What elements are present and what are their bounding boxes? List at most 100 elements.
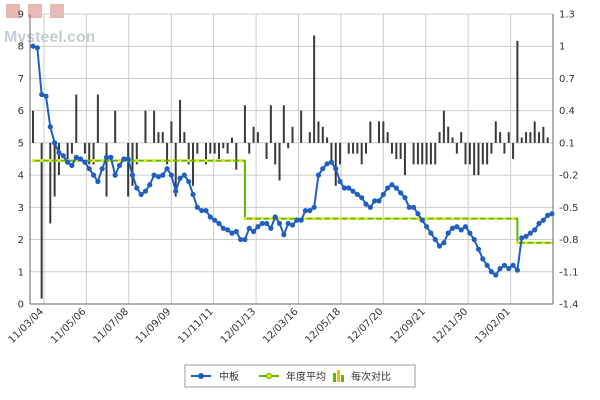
- y-right-tick-label: 1.3: [559, 10, 575, 21]
- bar-每次对比: [135, 142, 138, 165]
- point-中板: [506, 265, 512, 272]
- point-中板: [488, 269, 495, 275]
- point-中板: [549, 211, 555, 217]
- bar-每次对比: [416, 142, 419, 165]
- bar-每次对比: [313, 35, 316, 143]
- point-中板: [233, 228, 239, 235]
- y-right-tick-label: -1.4: [559, 300, 579, 311]
- x-tick-label: 11/07/08: [91, 306, 131, 346]
- point-年度平均: [152, 159, 156, 163]
- bar-每次对比: [369, 121, 372, 143]
- bar-每次对比: [390, 142, 393, 154]
- point-中板: [449, 225, 456, 231]
- point-中板: [501, 262, 508, 268]
- point-年度平均: [303, 217, 308, 221]
- bar-每次对比: [520, 137, 523, 143]
- y-left-tick-label: 7: [18, 74, 24, 85]
- point-中板: [514, 267, 521, 273]
- bar-每次对比: [252, 126, 255, 143]
- y-right-tick-label: -1.1: [559, 267, 579, 278]
- bar-每次对比: [179, 99, 182, 143]
- point-中板: [250, 228, 257, 235]
- point-年度平均: [135, 159, 139, 163]
- point-年度平均: [312, 217, 316, 221]
- point-中板: [90, 172, 97, 178]
- bar-每次对比: [321, 126, 324, 143]
- bar-每次对比: [282, 105, 285, 143]
- point-年度平均: [40, 159, 44, 163]
- point-中板: [39, 91, 45, 98]
- point-中板: [225, 227, 231, 233]
- bar-每次对比: [442, 110, 445, 143]
- x-tick-label: 12/03/16: [261, 306, 301, 346]
- legend-item-main[interactable]: 中板: [191, 370, 239, 383]
- bar-每次对比: [40, 142, 43, 299]
- point-年度平均: [100, 159, 104, 163]
- point-中板: [138, 191, 144, 198]
- bar-每次对比: [425, 142, 428, 165]
- bar-每次对比: [187, 142, 190, 165]
- point-中板: [173, 188, 179, 194]
- legend-bar-icon-3: [341, 375, 344, 382]
- bar-每次对比: [243, 105, 246, 143]
- point-中板: [497, 265, 503, 272]
- point-年度平均: [502, 217, 507, 221]
- point-中板: [337, 178, 343, 185]
- bar-每次对比: [57, 142, 60, 176]
- point-中板: [445, 230, 451, 236]
- bar-每次对比: [438, 132, 441, 143]
- bar-每次对比: [205, 142, 207, 165]
- point-中板: [281, 232, 287, 238]
- bar-每次对比: [451, 137, 454, 143]
- point-年度平均: [476, 217, 481, 221]
- point-中板: [238, 236, 244, 243]
- y-left-tick-label: 5: [18, 138, 24, 149]
- point-中板: [545, 212, 551, 218]
- point-中板: [125, 156, 131, 162]
- point-中板: [333, 166, 339, 172]
- bar-每次对比: [291, 126, 294, 143]
- axes: 0 1 2 3 4 5 6 7 8 9 -1.4 -1.1 -0.8 -0.5 -0.2 0.1 0.4 0.7 1…: [7, 10, 579, 346]
- point-中板: [393, 185, 399, 191]
- point-年度平均: [239, 159, 243, 163]
- bar-每次对比: [434, 142, 437, 165]
- bar-每次对比: [538, 132, 541, 143]
- point-中板: [467, 230, 473, 236]
- point-中板: [34, 45, 40, 51]
- point-年度平均: [364, 217, 368, 221]
- legend-bar-icon-2: [337, 370, 340, 382]
- point-中板: [43, 93, 49, 99]
- point-年度平均: [511, 217, 515, 221]
- point-年度平均: [260, 217, 264, 221]
- point-中板: [60, 153, 66, 159]
- point-年度平均: [48, 159, 52, 163]
- point-年度平均: [541, 241, 545, 245]
- point-中板: [181, 172, 187, 178]
- point-年度平均: [347, 217, 351, 221]
- bar-每次对比: [499, 132, 502, 143]
- bar-每次对比: [360, 142, 363, 165]
- point-年度平均: [57, 159, 61, 163]
- point-中板: [190, 191, 196, 198]
- point-中板: [402, 195, 408, 201]
- point-中板: [246, 225, 252, 231]
- bar-每次对比: [395, 142, 398, 159]
- legend-item-avg[interactable]: 年度平均: [259, 370, 326, 383]
- point-年度平均: [117, 159, 122, 163]
- point-中板: [346, 185, 352, 191]
- legend-label-avg: 年度平均: [286, 370, 326, 383]
- point-中板: [432, 236, 438, 243]
- point-中板: [354, 191, 360, 198]
- point-中板: [95, 178, 101, 185]
- bar-每次对比: [330, 142, 333, 165]
- bar-每次对比: [473, 142, 476, 176]
- point-中板: [493, 272, 499, 278]
- bar-每次对比: [421, 142, 424, 165]
- point-年度平均: [533, 241, 537, 245]
- bar-每次对比: [447, 126, 450, 143]
- legend-item-bars[interactable]: 每次对比: [333, 370, 391, 383]
- point-年度平均: [515, 241, 520, 245]
- point-年度平均: [338, 217, 342, 221]
- x-tick-label: 12/09/21: [388, 306, 428, 346]
- point-中板: [103, 154, 110, 160]
